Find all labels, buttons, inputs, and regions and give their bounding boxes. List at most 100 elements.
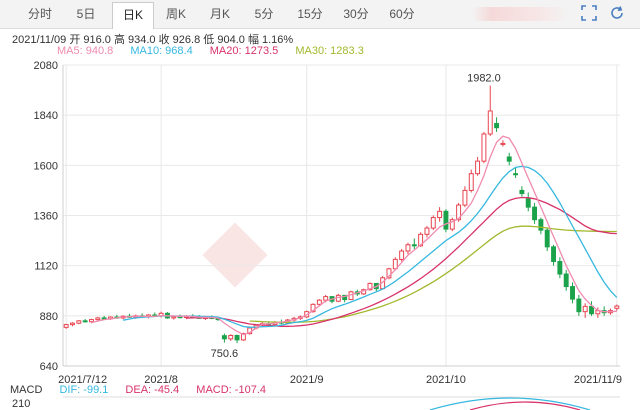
- candle-body: [405, 244, 411, 252]
- candle-body: [475, 160, 481, 175]
- candle-body: [76, 320, 82, 324]
- candle-body: [614, 305, 620, 309]
- candle-body: [228, 334, 234, 340]
- candle-body: [481, 133, 487, 162]
- blurred-search-area: [472, 7, 568, 21]
- candle-body: [171, 316, 177, 319]
- candle-body: [316, 299, 322, 305]
- candle-body: [563, 273, 569, 288]
- candle-body: [570, 286, 575, 300]
- price-annotation: 1982.0: [467, 72, 501, 84]
- candle-body: [456, 204, 462, 221]
- price-annotation: 750.6: [211, 348, 239, 360]
- y-tick-label: 1120: [34, 261, 58, 273]
- macd-dif-line: [429, 397, 591, 410]
- ma30-legend: MA30: 1283.3: [295, 45, 364, 57]
- x-tick-label: 2021/9: [290, 374, 324, 386]
- candle-body: [468, 173, 474, 191]
- ma5-line: [91, 135, 617, 336]
- ma10-legend: MA10: 968.4: [130, 45, 193, 57]
- candle-body: [342, 294, 348, 301]
- candle-body: [101, 317, 107, 320]
- info-change: 幅 1.16%: [247, 34, 294, 46]
- candle-body: [63, 324, 69, 328]
- ma5-legend: MA5: 940.8: [57, 45, 114, 57]
- candle-body: [323, 296, 329, 301]
- candle-body: [70, 322, 75, 326]
- y-tick-label: 2080: [34, 60, 58, 72]
- y-tick-label: 1840: [34, 110, 58, 122]
- candle-body: [513, 173, 519, 176]
- info-low: 低 904.0: [203, 34, 245, 46]
- candle-body: [89, 319, 94, 323]
- tab-fenshi[interactable]: 分时: [27, 7, 52, 21]
- tab-monthly-k[interactable]: 月K: [209, 7, 230, 21]
- watermark-logo: [202, 222, 268, 288]
- x-tick-label: 2021/10: [426, 374, 466, 386]
- x-tick-label: 2021/8: [144, 374, 178, 386]
- info-high: 高 934.0: [113, 34, 156, 46]
- candle-body: [367, 282, 373, 291]
- refresh-icon[interactable]: [608, 4, 626, 22]
- candle-body: [462, 189, 468, 206]
- candle-body: [544, 229, 550, 248]
- info-close: 收 926.8: [158, 34, 201, 46]
- macd-dea-line: [469, 401, 581, 410]
- x-tick-label: 2021/7/12: [58, 374, 107, 386]
- ma10-line: [122, 165, 618, 328]
- macd-y-tick: 210: [12, 398, 30, 410]
- candle-body: [506, 156, 512, 162]
- candle-body: [532, 206, 538, 221]
- macd-value: MACD: -107.4: [196, 384, 266, 396]
- candle-body: [392, 258, 398, 270]
- info-open: 开 916.0: [69, 34, 111, 46]
- tab-5min[interactable]: 5分: [254, 7, 274, 21]
- candle-body: [494, 123, 500, 129]
- tab-30min[interactable]: 30分: [343, 7, 369, 21]
- candle-body: [443, 210, 449, 230]
- tab-weekly-k[interactable]: 周K: [165, 7, 186, 21]
- candle-body: [557, 260, 563, 275]
- candle-body: [310, 303, 316, 313]
- candle-body: [525, 198, 531, 208]
- y-tick-label: 1600: [34, 160, 58, 172]
- candle-body: [424, 227, 430, 235]
- y-tick-label: 880: [40, 311, 58, 323]
- candle-body: [487, 110, 493, 135]
- ma30-line: [249, 225, 617, 323]
- macd-legend: MACD DIF: -99.1 DEA: -45.4 MACD: -107.4: [10, 384, 280, 396]
- candle-body: [82, 320, 88, 323]
- candle-body: [449, 219, 455, 230]
- ma20-line: [186, 196, 617, 327]
- tab-daily-k[interactable]: 日K: [112, 2, 154, 29]
- expand-icon[interactable]: [580, 4, 598, 22]
- info-date: 2021/11/09: [12, 34, 67, 46]
- watermark-diamond: [202, 222, 268, 288]
- candle-body: [430, 217, 436, 229]
- tab-5day[interactable]: 5日: [76, 7, 96, 21]
- ma20-legend: MA20: 1273.5: [209, 45, 279, 57]
- candle-body: [221, 335, 227, 340]
- y-tick-label: 640: [40, 361, 58, 373]
- period-tab-bar: 分时 5日 日K 周K 月K 5分 15分 30分 60分: [0, 0, 640, 29]
- ma-legend: MA5: 940.8 MA10: 968.4 MA20: 1273.5 MA30…: [57, 45, 378, 57]
- candle-body: [519, 189, 525, 195]
- candle-body: [240, 333, 246, 341]
- candle-body: [234, 334, 240, 341]
- candle-body: [399, 250, 405, 260]
- candle-body: [95, 317, 101, 321]
- candle-body: [589, 305, 594, 315]
- candle-body: [576, 298, 582, 313]
- candle-body: [538, 219, 544, 231]
- candle-body: [418, 233, 424, 247]
- macd-title: MACD: [10, 384, 43, 396]
- candle-body: [411, 244, 417, 247]
- candle-body: [582, 305, 588, 313]
- macd-dif: DIF: -99.1: [59, 384, 109, 396]
- y-tick-label: 1360: [34, 211, 58, 223]
- candle-body: [551, 246, 557, 262]
- tab-15min[interactable]: 15分: [297, 7, 323, 21]
- macd-dea: DEA: -45.4: [125, 384, 180, 396]
- tab-60min[interactable]: 60分: [389, 7, 415, 21]
